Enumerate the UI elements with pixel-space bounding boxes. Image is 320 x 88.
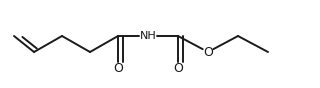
Text: O: O bbox=[203, 45, 213, 59]
Text: O: O bbox=[173, 62, 183, 75]
Text: O: O bbox=[113, 62, 123, 75]
Text: NH: NH bbox=[140, 31, 156, 41]
